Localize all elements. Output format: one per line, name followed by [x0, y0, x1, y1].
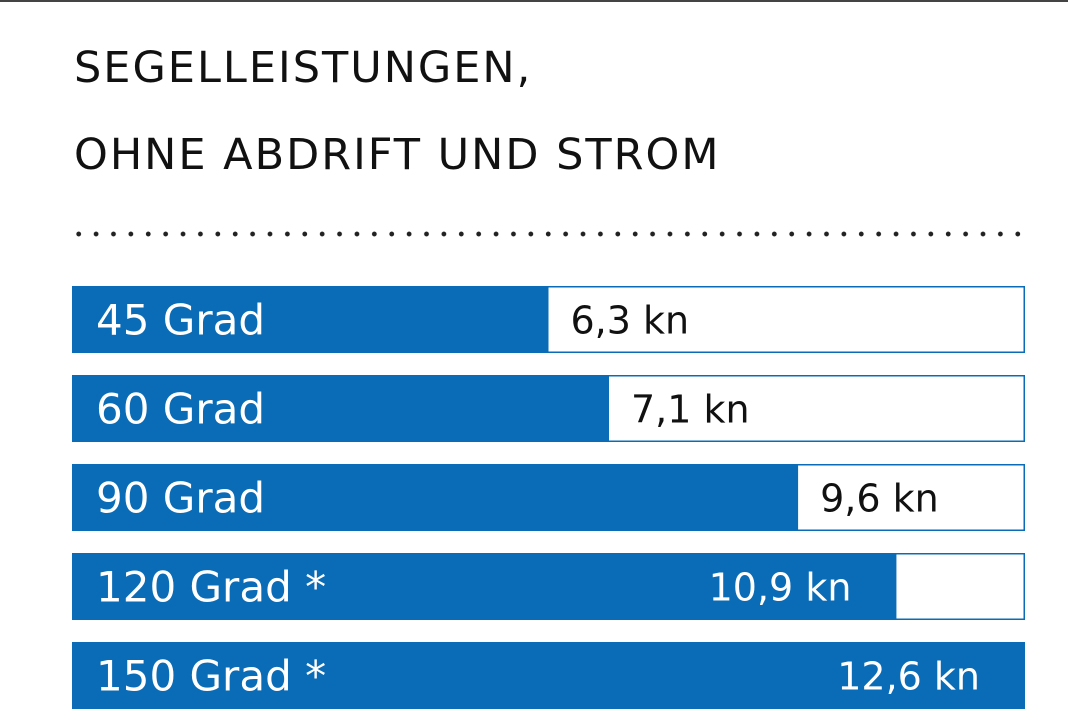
value-label: 12,6 kn — [837, 655, 980, 699]
bar — [72, 642, 1025, 709]
bar-row: 60 Grad 7,1 kn — [72, 375, 1025, 442]
category-label: 90 Grad — [96, 474, 265, 523]
category-label: 150 Grad * — [96, 652, 326, 701]
bar — [72, 553, 897, 620]
value-label: 7,1 kn — [631, 388, 750, 432]
bar-row: 150 Grad * 12,6 kn — [72, 642, 1025, 709]
chart-title-line-2: OHNE ABDRIFT UND STROM — [74, 130, 721, 180]
bar-row: 120 Grad * 10,9 kn — [72, 553, 1025, 620]
bar — [72, 286, 549, 353]
value-label: 9,6 kn — [820, 477, 939, 521]
dotted-divider — [70, 230, 1028, 238]
category-label: 45 Grad — [96, 296, 265, 345]
top-rule — [0, 0, 1068, 2]
value-label: 10,9 kn — [709, 566, 852, 610]
category-label: 60 Grad — [96, 385, 265, 434]
bar-row: 90 Grad 9,6 kn — [72, 464, 1025, 531]
bar — [72, 375, 610, 442]
bar-row: 45 Grad 6,3 kn — [72, 286, 1025, 353]
value-label: 6,3 kn — [571, 299, 690, 343]
chart-title-line-1: SEGELLEISTUNGEN, — [74, 43, 533, 93]
category-label: 120 Grad * — [96, 563, 326, 612]
bar — [72, 464, 799, 531]
